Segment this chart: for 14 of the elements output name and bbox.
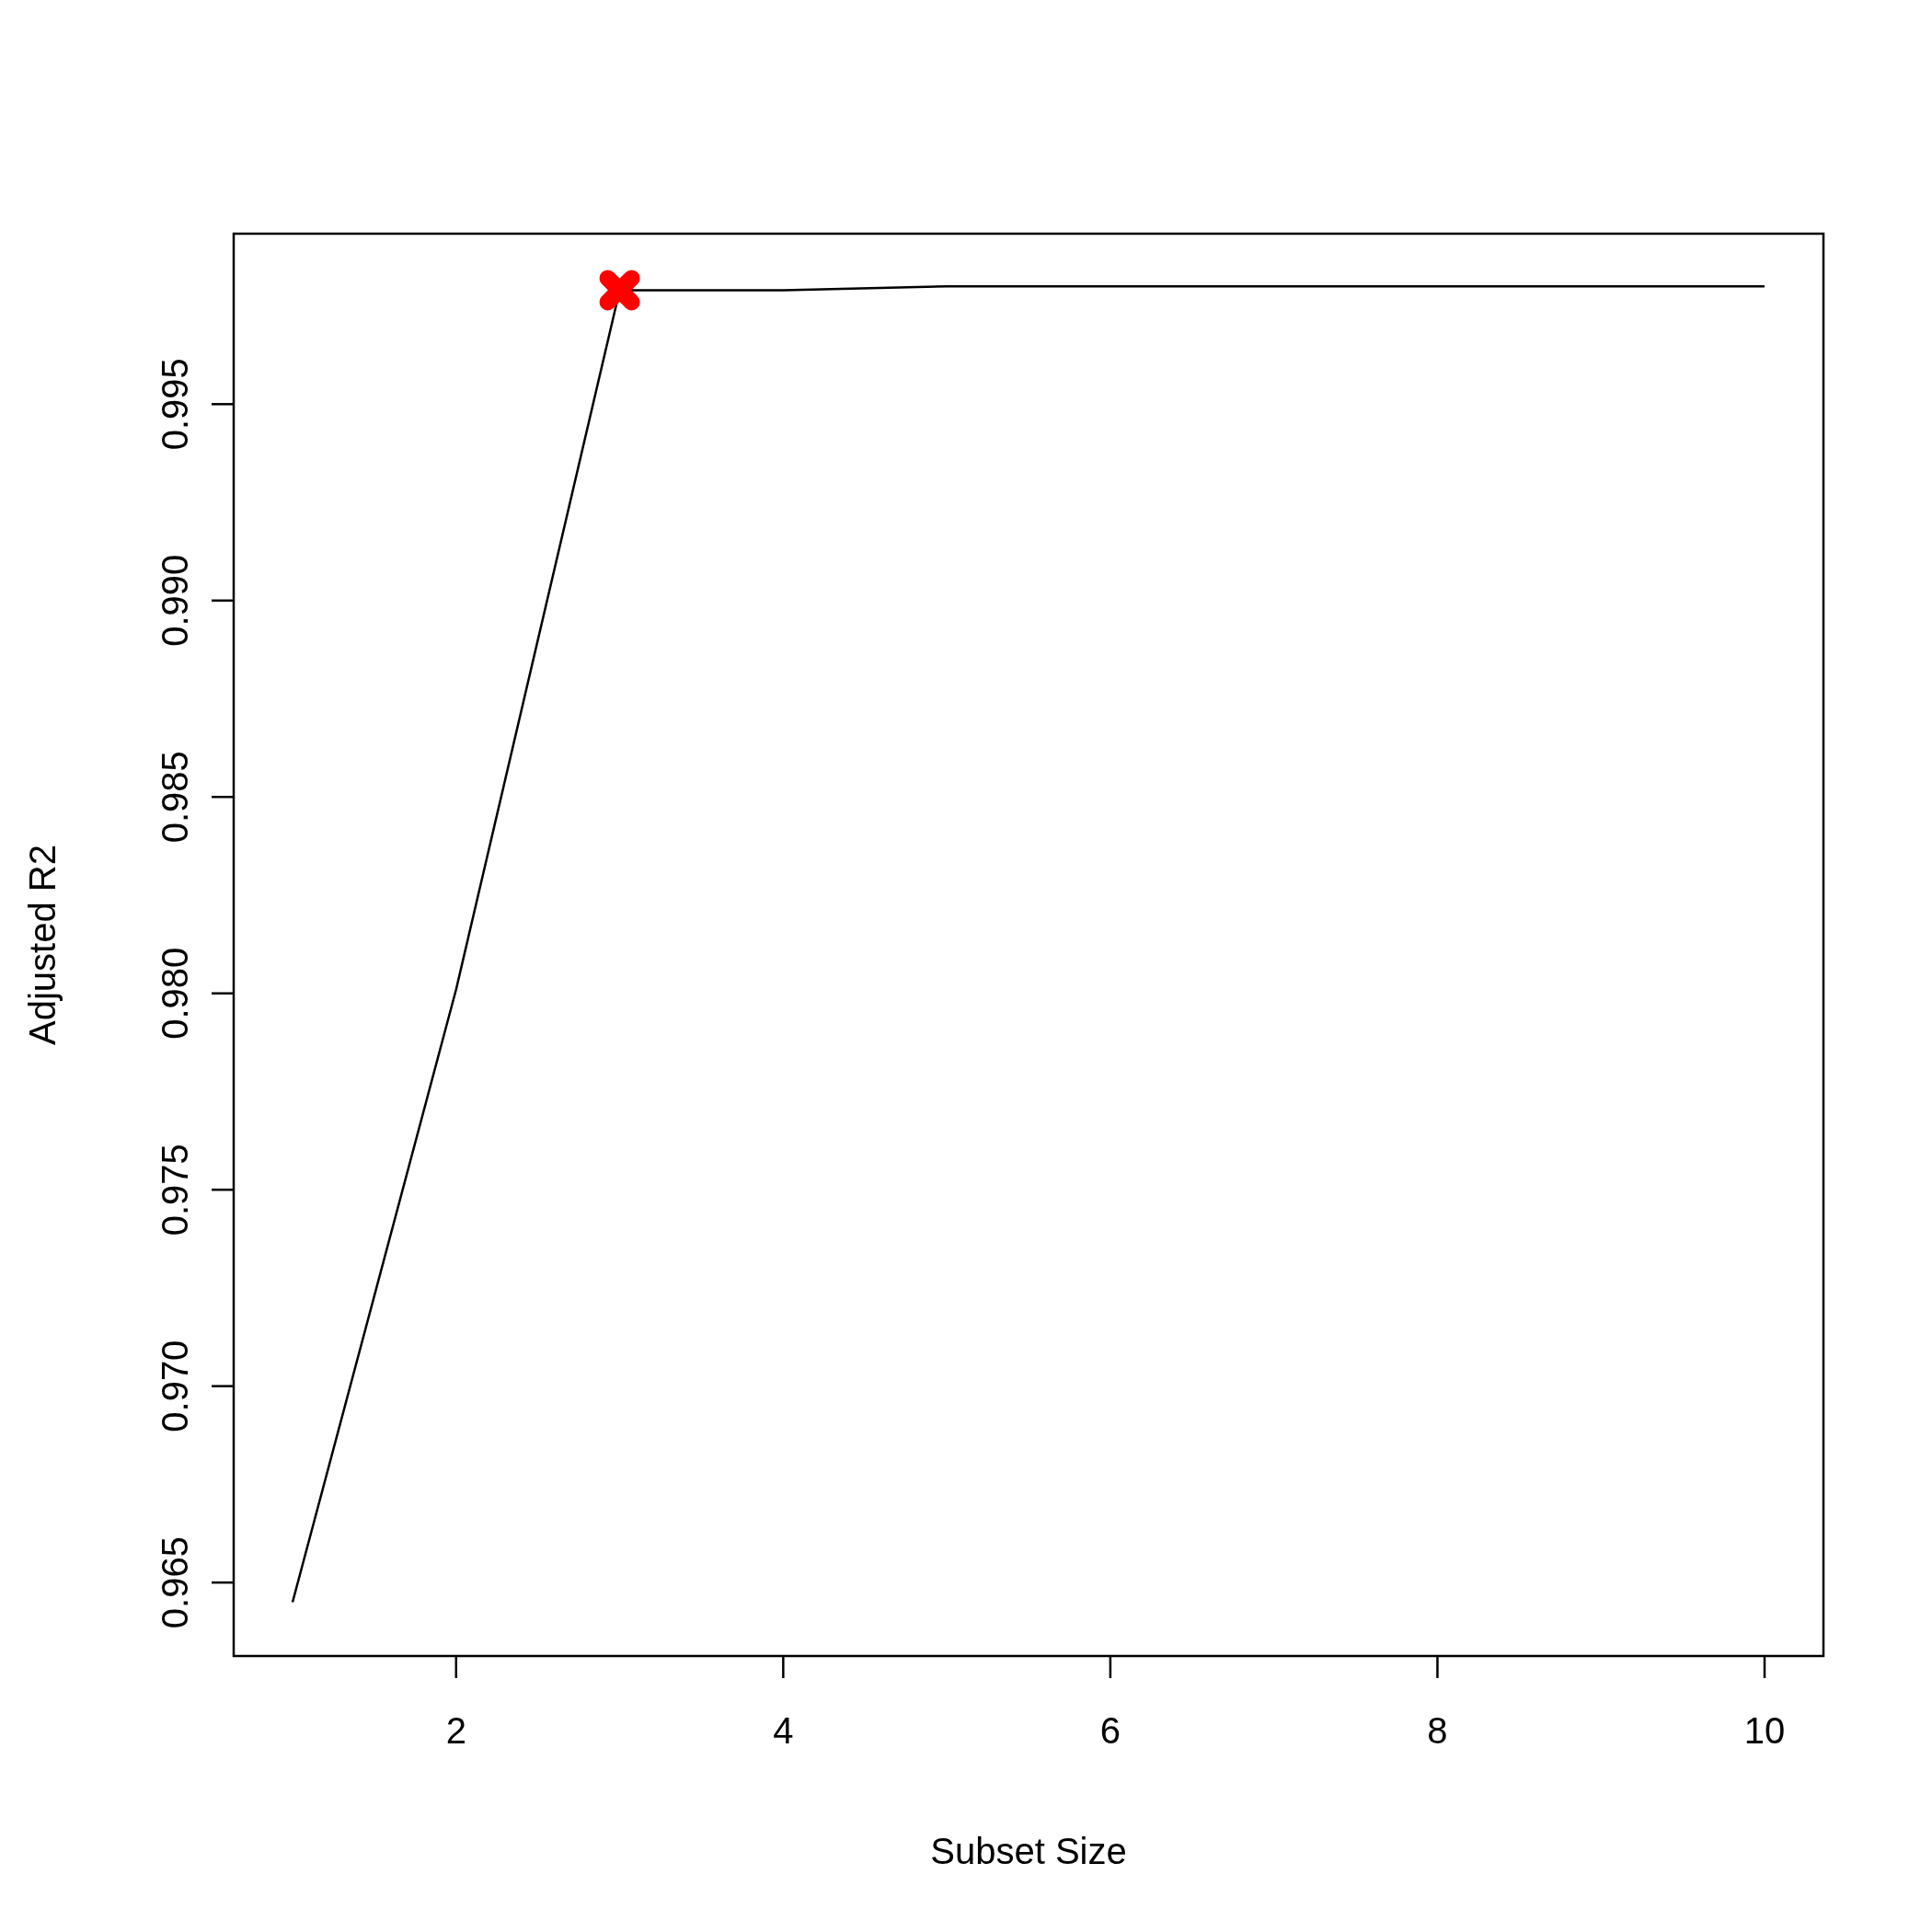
y-tick-label: 0.985 <box>155 751 195 844</box>
y-tick-label: 0.995 <box>155 358 195 451</box>
y-axis-title: Adjusted R2 <box>22 845 63 1045</box>
x-tick-label: 8 <box>1427 1710 1448 1751</box>
y-tick-label: 0.965 <box>155 1536 195 1629</box>
y-tick-label: 0.975 <box>155 1144 195 1236</box>
y-tick-label: 0.980 <box>155 947 195 1040</box>
y-tick-label: 0.970 <box>155 1340 195 1432</box>
x-axis-title: Subset Size <box>930 1831 1127 1871</box>
y-tick-label: 0.990 <box>155 554 195 647</box>
x-tick-label: 10 <box>1743 1710 1786 1751</box>
x-tick-label: 4 <box>773 1710 794 1751</box>
x-tick-label: 2 <box>445 1710 466 1751</box>
x-tick-label: 6 <box>1099 1710 1121 1751</box>
